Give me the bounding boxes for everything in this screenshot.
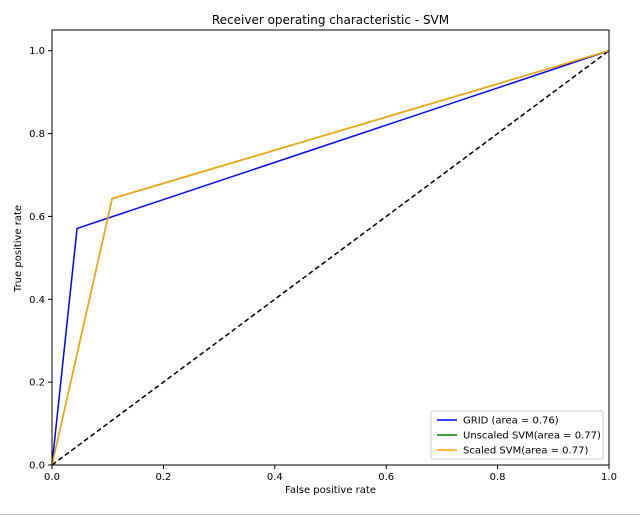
diagonal-reference-line xyxy=(51,50,610,466)
x-tick-label: 0.8 xyxy=(490,472,506,483)
plot-area xyxy=(51,29,610,466)
x-tick-label: 0.2 xyxy=(155,472,171,483)
y-tick-label: 0.2 xyxy=(29,378,45,389)
y-tick-label: 0.6 xyxy=(29,212,45,223)
legend-label-2: Unscaled SVM(area = 0.77) xyxy=(463,431,601,442)
x-tick-label: 0.6 xyxy=(378,472,394,483)
legend-label-3: Scaled SVM(area = 0.77) xyxy=(463,446,588,457)
y-axis-label: True positive rate xyxy=(13,205,24,293)
chart-title: Receiver operating characteristic - SVM xyxy=(212,13,449,27)
legend: GRID (area = 0.76) Unscaled SVM(area = 0.… xyxy=(430,410,604,460)
x-tick-label: 1.0 xyxy=(601,472,617,483)
axis-ticks: 0.0 0.2 0.4 0.6 0.8 1.0 0.0 0.2 0.4 0.6 0.8 1.0 xyxy=(29,46,617,483)
y-tick-label: 0.0 xyxy=(29,461,45,472)
legend-label-1: GRID (area = 0.76) xyxy=(463,416,559,427)
x-axis-label: False positive rate xyxy=(285,485,376,496)
series-line-3 xyxy=(51,49,610,466)
y-tick-label: 0.8 xyxy=(29,129,45,140)
legend-box xyxy=(430,410,604,460)
plot-frame xyxy=(51,29,610,466)
x-tick-label: 0.4 xyxy=(267,472,283,483)
y-tick-label: 1.0 xyxy=(29,46,45,57)
series-line-1 xyxy=(51,50,610,466)
y-tick-label: 0.4 xyxy=(29,295,45,306)
x-tick-label: 0.0 xyxy=(44,472,60,483)
window-bottom-border xyxy=(0,514,640,515)
